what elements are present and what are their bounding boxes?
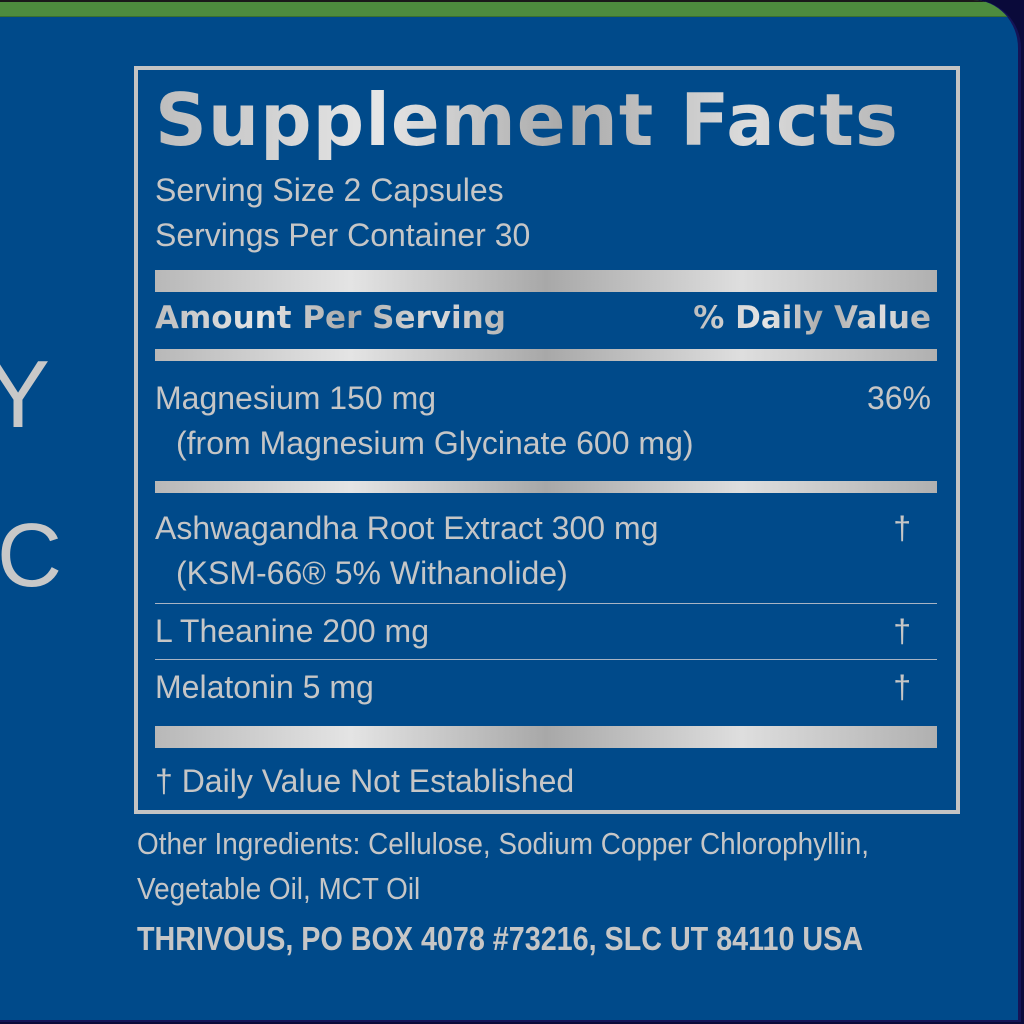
medium-divider [155,349,937,361]
ingredient-dv: 36% [866,380,931,416]
servings-per-container: Servings Per Container 30 [155,217,531,253]
product-name-fragment-1: Y [0,340,50,450]
ingredient-dv: † [893,613,911,649]
other-ingredients-line2: Vegetable Oil, MCT Oil [137,871,421,906]
medium-divider [155,481,937,493]
footnote: † Daily Value Not Established [155,763,575,799]
amount-per-serving-header: Amount Per Serving [155,300,506,336]
thin-divider [155,659,937,660]
top-edge-line [0,0,1018,2]
ingredient-name: Melatonin 5 mg [155,669,374,705]
supplement-facts-box [134,66,960,814]
ingredient-name: Magnesium 150 mg [155,380,437,416]
ingredient-source: (from Magnesium Glycinate 600 mg) [176,425,694,461]
ingredient-dv: † [893,669,911,705]
top-green-band [0,0,1018,17]
ingredient-source: (KSM-66® 5% Withanolide) [176,555,568,591]
other-ingredients-line1: Other Ingredients: Cellulose, Sodium Cop… [137,826,869,861]
daily-value-header: % Daily Value [693,300,931,336]
ingredient-name: Ashwagandha Root Extract 300 mg [155,510,659,546]
product-name-fragment-2: IC [0,506,62,606]
ingredient-name: L Theanine 200 mg [155,613,429,649]
thick-divider [155,726,937,748]
ingredient-dv: † [893,510,911,546]
thick-divider [155,270,937,292]
facts-title: Supplement Facts [155,78,899,162]
company-address: THRIVOUS, PO BOX 4078 #73216, SLC UT 841… [137,920,864,957]
serving-size: Serving Size 2 Capsules [155,172,504,208]
thin-divider [155,603,937,604]
